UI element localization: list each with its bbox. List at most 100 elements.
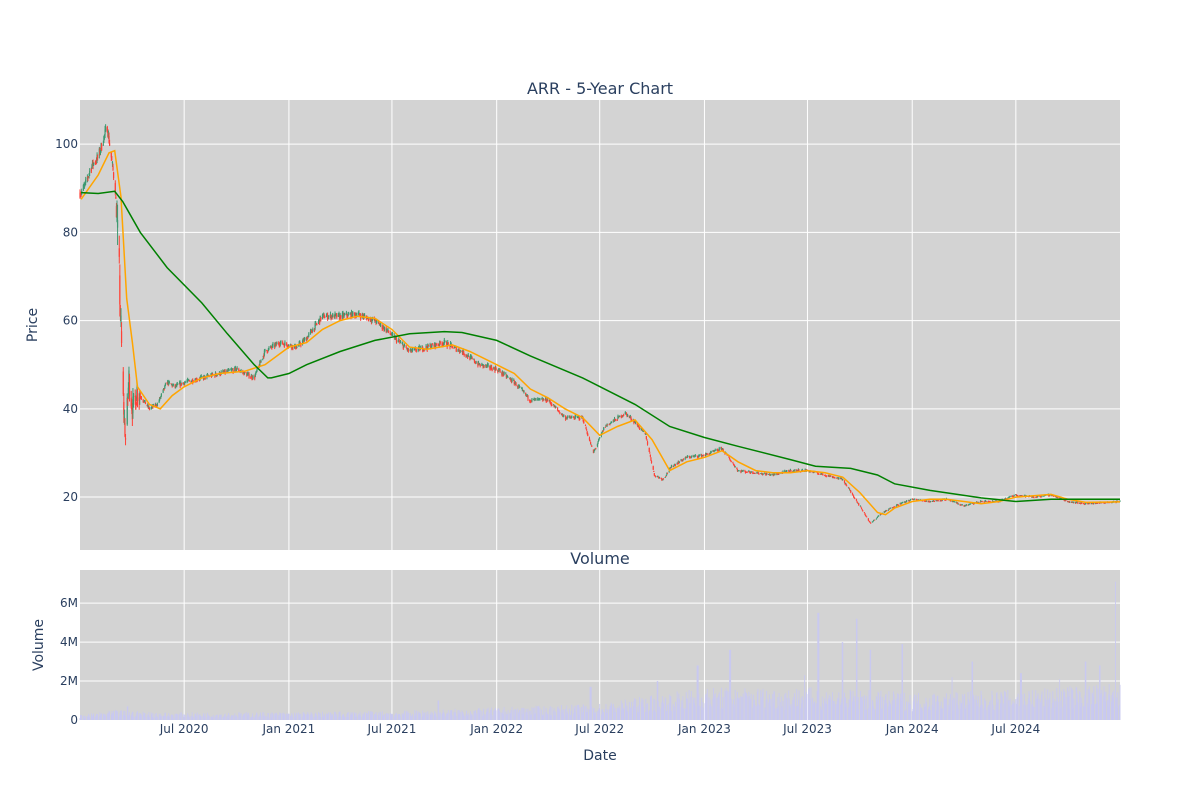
volume-bar (951, 677, 953, 720)
volume-bar (527, 708, 529, 720)
volume-bar (1007, 701, 1009, 720)
candle-body (853, 497, 855, 498)
volume-bar (437, 700, 439, 720)
candle-body (1111, 502, 1113, 504)
candle-body (131, 409, 133, 420)
volume-bar (195, 715, 197, 720)
volume-bar (922, 710, 923, 720)
volume-bar (1025, 705, 1027, 720)
candle-body (139, 396, 141, 399)
candle-body (410, 348, 412, 351)
volume-bar (475, 713, 477, 720)
volume-bar (255, 716, 257, 720)
volume-bar (698, 693, 700, 720)
candle-body (733, 464, 735, 466)
volume-bar (482, 715, 484, 720)
candle-body (566, 417, 568, 420)
volume-bar (478, 707, 480, 720)
candle-body (995, 500, 997, 502)
candle-body (159, 397, 161, 399)
volume-bar (785, 692, 787, 720)
candle-body (503, 372, 505, 375)
volume-bar (376, 715, 378, 720)
candle-body (226, 370, 229, 372)
volume-bar (781, 706, 783, 720)
volume-bar (578, 714, 580, 720)
volume-bar (944, 698, 946, 720)
candle-body (84, 181, 86, 185)
volume-bar (987, 706, 989, 720)
candle-body (128, 376, 131, 397)
candle-body (236, 367, 238, 370)
volume-bar (657, 701, 659, 720)
candle-body (431, 344, 433, 346)
candle-body (340, 315, 342, 320)
candle-body (155, 404, 157, 407)
volume-bar (941, 708, 943, 720)
volume-bar (119, 713, 121, 720)
candle-body (601, 432, 603, 434)
volume-bar (446, 712, 448, 720)
candle-body (164, 385, 166, 389)
volume-bar (443, 712, 445, 720)
candle-body (286, 344, 288, 347)
candle-body (838, 477, 840, 479)
volume-bar (455, 712, 457, 720)
candle-body (263, 355, 265, 358)
candle-body (816, 472, 818, 474)
candle-body (570, 417, 572, 418)
candle-body (395, 337, 397, 338)
volume-bar (908, 703, 910, 720)
volume-bar (610, 705, 611, 720)
volume-bar (1025, 709, 1026, 720)
volume-bar (606, 712, 608, 720)
volume-bar (984, 698, 985, 720)
volume-bar (1103, 696, 1104, 720)
volume-bar (366, 713, 368, 720)
volume-bar (458, 714, 459, 720)
candle-body (235, 369, 238, 371)
candle-body (314, 323, 316, 329)
candle-body (650, 461, 653, 463)
volume-bar (581, 707, 582, 720)
candle-body (156, 403, 159, 406)
volume-bar (328, 712, 330, 720)
volume-bar (550, 715, 552, 720)
volume-bar (893, 694, 895, 720)
volume-bar (640, 701, 642, 720)
volume-bar (502, 709, 504, 720)
candle-body (869, 522, 871, 524)
volume-bar (513, 715, 515, 720)
candle-body (505, 375, 507, 378)
candle-body (657, 476, 659, 478)
volume-bar (98, 716, 100, 720)
volume-bar (522, 707, 524, 720)
volume-bar (698, 705, 700, 720)
volume-bar (971, 661, 973, 720)
candle-body (398, 340, 400, 342)
volume-bar (973, 694, 975, 720)
candle-body (130, 397, 132, 407)
volume-bar (582, 704, 584, 720)
volume-bar (393, 716, 395, 720)
volume-bar (1000, 703, 1001, 720)
volume-bar (110, 714, 112, 720)
volume-bar (670, 696, 672, 720)
volume-bar (653, 698, 655, 720)
candle-body (514, 383, 516, 385)
volume-bar (383, 716, 385, 720)
volume-bar (964, 694, 966, 720)
volume-bar (868, 690, 870, 720)
volume-bar (215, 714, 217, 720)
volume-bar (626, 710, 627, 720)
volume-bar (529, 710, 531, 720)
volume-bar (599, 703, 601, 720)
volume-bar (1112, 692, 1114, 720)
volume-bar (964, 708, 966, 720)
volume-bar (900, 693, 902, 720)
volume-bar (102, 713, 104, 720)
volume-bar (541, 714, 543, 720)
candle-body (223, 369, 226, 373)
volume-bar (853, 697, 855, 720)
volume-bar (620, 700, 622, 720)
